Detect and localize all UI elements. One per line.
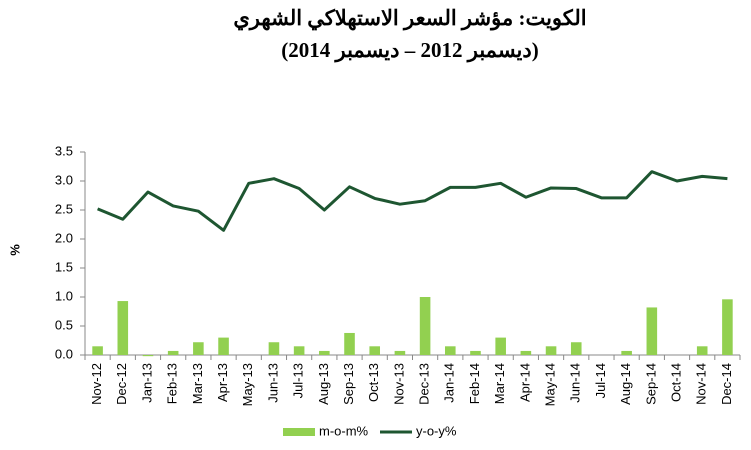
bar [193, 342, 204, 355]
y-tick-label: 0.5 [55, 317, 73, 332]
bar [722, 299, 733, 355]
y-tick-label: 0.0 [55, 346, 73, 361]
x-tick-label: Dec-13 [417, 363, 432, 405]
bar [495, 337, 506, 355]
x-tick-label: Apr-14 [517, 363, 532, 402]
y-tick-label: 3.0 [55, 172, 73, 187]
bar [344, 332, 355, 355]
x-tick-label: May-14 [542, 363, 557, 406]
x-tick-label: Jun-14 [568, 363, 583, 403]
x-tick-label: Dec-14 [719, 363, 734, 405]
x-tick-label: Jan-14 [442, 363, 457, 403]
x-tick-label: Jul-13 [291, 363, 306, 398]
x-tick-label: Sep-13 [341, 363, 356, 405]
bar [621, 350, 632, 355]
chart-subtitle: (ديسمبر 2012 – ديسمبر 2014) [281, 38, 539, 63]
x-tick-label: Nov-12 [89, 363, 104, 405]
x-tick-label: Aug-13 [316, 363, 331, 405]
bar [520, 350, 532, 355]
y-tick-label: 2.5 [55, 201, 73, 216]
chart-title: الكويت: مؤشر السعر الاستهلاكي الشهري [233, 6, 586, 31]
y-tick-label: 1.0 [55, 288, 73, 303]
bar [117, 301, 129, 355]
x-tick-label: Mar-14 [492, 363, 507, 404]
y-tick-label: 1.5 [55, 259, 73, 274]
x-tick-label: Feb-14 [467, 363, 482, 404]
bar [218, 337, 229, 355]
y-tick-label: 3.5 [55, 143, 73, 158]
x-tick-label: Oct-14 [668, 363, 683, 402]
legend-label: m-o-m% [319, 423, 369, 438]
x-tick-label: Mar-13 [190, 363, 205, 404]
bar [92, 346, 103, 355]
y-tick-label: 2.0 [55, 230, 73, 245]
y-axis-label: % [7, 244, 22, 256]
bar [394, 350, 406, 355]
x-tick-label: Nov-14 [694, 363, 709, 405]
x-tick-label: Nov-13 [391, 363, 406, 405]
bar [167, 350, 179, 355]
x-tick-label: Jun-13 [265, 363, 280, 403]
bar [419, 297, 431, 355]
x-tick-label: May-13 [240, 363, 255, 406]
bar [369, 346, 381, 355]
x-tick-label: Jan-13 [139, 363, 154, 403]
x-tick-label: Dec-12 [114, 363, 129, 405]
line [97, 170, 728, 232]
bar [293, 346, 305, 355]
bar [545, 346, 557, 355]
bar [142, 355, 154, 357]
x-tick-label: Oct-13 [366, 363, 381, 402]
bar [319, 350, 330, 355]
bar [470, 350, 481, 355]
legend-label: y-o-y% [416, 423, 457, 438]
legend-swatch [283, 428, 315, 436]
bar [646, 307, 658, 355]
x-tick-label: Sep-14 [643, 363, 658, 405]
x-tick-label: Aug-14 [618, 363, 633, 405]
bar [444, 346, 456, 355]
x-tick-label: Apr-13 [215, 363, 230, 402]
x-tick-label: Jul-14 [593, 363, 608, 398]
bar [570, 342, 582, 355]
x-tick-label: Feb-13 [165, 363, 180, 404]
bar [268, 342, 280, 355]
bar [696, 346, 708, 355]
